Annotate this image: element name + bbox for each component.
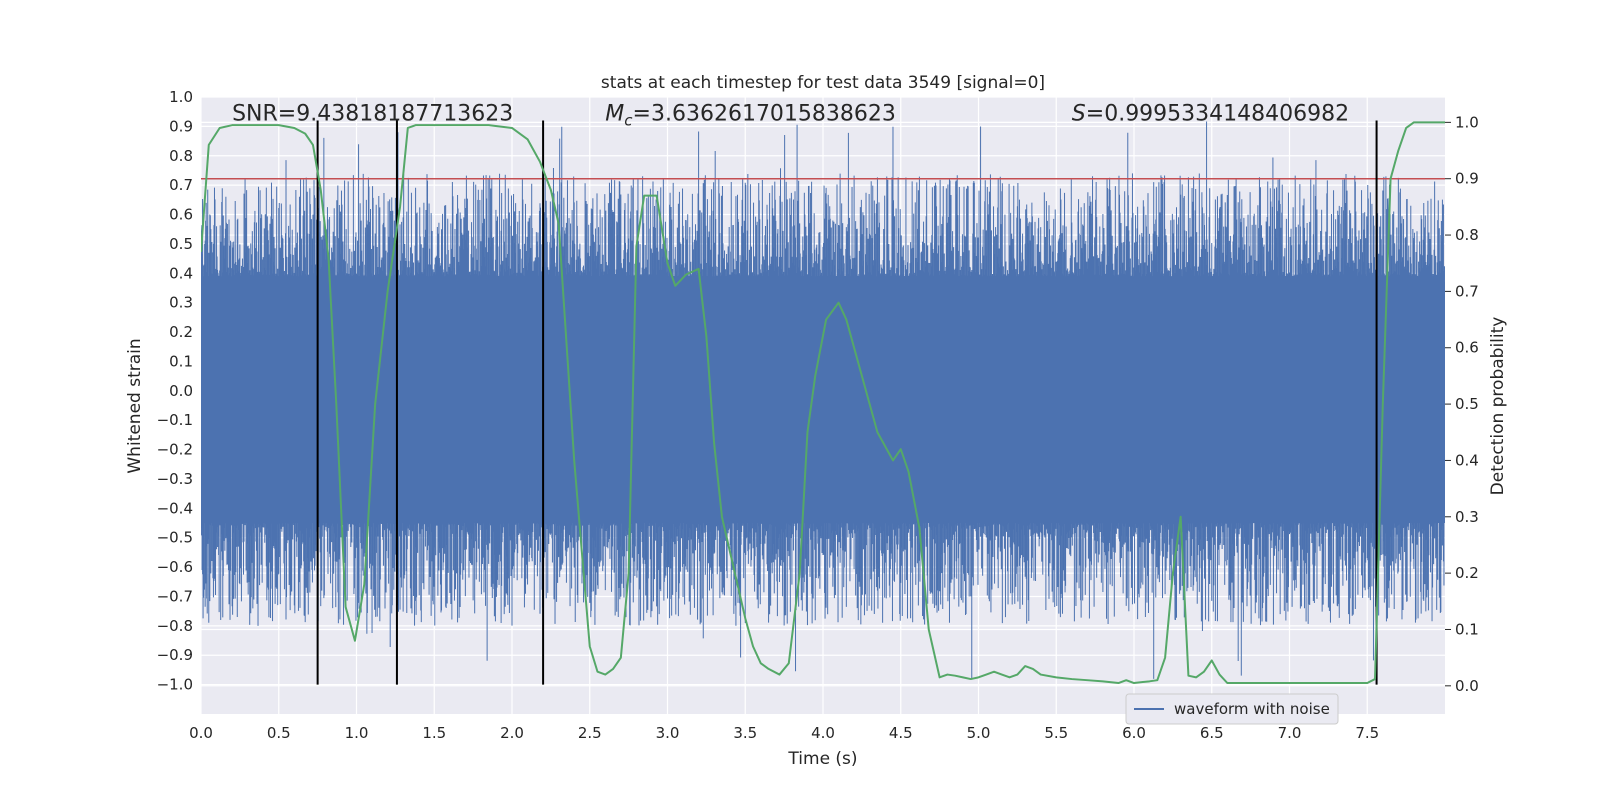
y-left-tick-label: 0.2	[169, 323, 193, 341]
y-left-tick-label: 0.6	[169, 206, 193, 224]
waveform-line	[201, 121, 1445, 680]
y-right-tick-label: 0.8	[1455, 226, 1479, 244]
y-right-tick-label: 0.4	[1455, 451, 1479, 469]
chirp-mass-annotation: Mc=3.6362617015838623	[605, 102, 896, 130]
chart-title: stats at each timestep for test data 354…	[601, 73, 1045, 93]
x-tick-label: 6.0	[1122, 724, 1146, 742]
y-left-tick-label: 0.8	[169, 147, 193, 165]
y-right-tick-label: 0.0	[1455, 677, 1479, 695]
legend: waveform with noise	[1125, 693, 1339, 725]
detection-probability-line	[201, 121, 1445, 685]
x-tick-label: 3.0	[656, 724, 680, 742]
y-right-tick-label: 0.5	[1455, 395, 1479, 413]
y-left-tick-label: 0.4	[169, 264, 193, 282]
legend-entry-waveform: waveform with noise	[1174, 700, 1330, 718]
x-tick-label: 7.5	[1355, 724, 1379, 742]
x-tick-label: 1.5	[422, 724, 446, 742]
chirp-mass-subscript: c	[624, 112, 633, 130]
y-left-tick-label: −0.9	[157, 646, 193, 664]
y-right-tick-label: 0.9	[1455, 170, 1479, 188]
y-right-tick-label: 0.2	[1455, 564, 1479, 582]
y-left-tick-label: −0.6	[157, 558, 193, 576]
y-left-tick-label: −0.2	[157, 441, 193, 459]
x-tick-label: 2.5	[578, 724, 602, 742]
y-right-tick-label: 1.0	[1455, 113, 1479, 131]
y-right-axis-label: Detection probability	[1488, 317, 1508, 496]
s-value: =0.9995334148406982	[1086, 102, 1349, 127]
y-left-tick-label: 0.1	[169, 352, 193, 370]
y-left-tick-label: 0.7	[169, 176, 193, 194]
y-left-tick-label: −1.0	[157, 676, 193, 694]
y-left-tick-label: 1.0	[169, 88, 193, 106]
x-tick-label: 5.0	[967, 724, 991, 742]
x-tick-label: 0.0	[189, 724, 213, 742]
x-tick-label: 4.0	[811, 724, 835, 742]
y-left-tick-label: 0.3	[169, 294, 193, 312]
y-right-tick-label: 0.3	[1455, 508, 1479, 526]
y-right-tick-label: 0.1	[1455, 620, 1479, 638]
x-tick-label: 3.5	[733, 724, 757, 742]
y-right-tick-label: 0.6	[1455, 339, 1479, 357]
s-symbol: S	[1072, 102, 1086, 127]
snr-annotation: SNR=9.43818187713623	[232, 102, 513, 127]
x-tick-label: 0.5	[267, 724, 291, 742]
y-left-tick-label: −0.5	[157, 529, 193, 547]
y-right-tick-label: 0.7	[1455, 282, 1479, 300]
y-left-axis-ticks: 1.0 0.9 0.8 0.7 0.6 0.5 0.4 0.3 0.2 0.1 0.0 −0.1 −0.…	[157, 88, 193, 694]
x-axis-label: Time (s)	[787, 749, 857, 769]
x-tick-label: 7.0	[1278, 724, 1302, 742]
y-left-tick-label: −0.7	[157, 587, 193, 605]
y-left-tick-label: −0.4	[157, 499, 193, 517]
legend-box	[1125, 693, 1339, 725]
y-left-tick-label: −0.8	[157, 617, 193, 635]
y-left-tick-label: 0.5	[169, 235, 193, 253]
y-left-tick-label: 0.9	[169, 117, 193, 135]
chirp-mass-value: =3.6362617015838623	[633, 102, 896, 127]
y-left-tick-label: −0.1	[157, 411, 193, 429]
y-right-axis-ticks: 1.0 0.9 0.8 0.7 0.6 0.5 0.4 0.3 0.2 0.1 0.0	[1445, 113, 1479, 695]
x-tick-label: 2.0	[500, 724, 524, 742]
x-tick-label: 5.5	[1044, 724, 1068, 742]
series-detection-probability	[201, 121, 1445, 685]
chirp-mass-symbol: M	[605, 102, 624, 127]
y-left-tick-label: 0.0	[169, 382, 193, 400]
s-annotation: S=0.9995334148406982	[1072, 102, 1349, 127]
y-left-tick-label: −0.3	[157, 470, 193, 488]
x-tick-label: 6.5	[1200, 724, 1224, 742]
x-tick-label: 4.5	[889, 724, 913, 742]
x-axis-ticks: 0.0 0.5 1.0 1.5 2.0 2.5 3.0 3.5 4.0 4.5 5.0 5.5 6.0 6…	[189, 724, 1379, 742]
y-left-axis-label: Whitened strain	[125, 338, 145, 473]
x-tick-label: 1.0	[345, 724, 369, 742]
series-waveform-with-noise	[201, 121, 1445, 680]
